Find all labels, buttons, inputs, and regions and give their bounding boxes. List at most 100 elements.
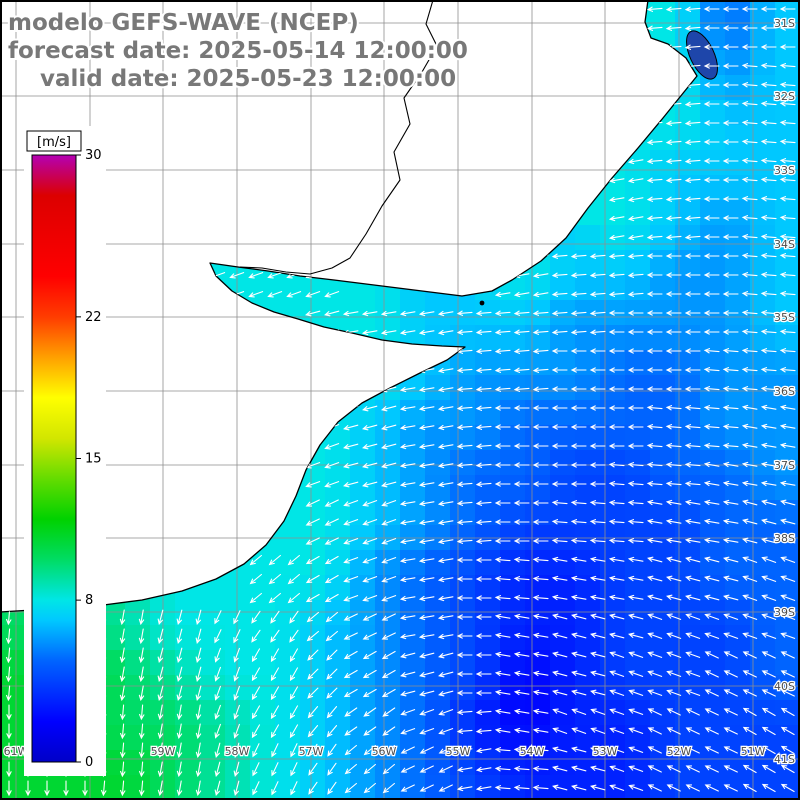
field-cell: [125, 675, 150, 700]
field-cell: [575, 500, 600, 525]
wind-arrows-path: [6, 6, 796, 797]
field-cell: [700, 200, 725, 225]
field-cell: [750, 250, 775, 275]
field-cell: [150, 650, 175, 675]
field-cell: [625, 550, 650, 575]
field-cell: [775, 725, 800, 750]
field-cell: [475, 725, 500, 750]
field-cell: [275, 550, 300, 575]
field-cell: [500, 525, 525, 550]
field-cell: [775, 700, 800, 725]
field-cell: [575, 625, 600, 650]
field-cell: [550, 675, 575, 700]
field-cell: [450, 375, 475, 400]
field-cell: [550, 600, 575, 625]
field-cell: [300, 600, 325, 625]
field-cell: [550, 250, 575, 275]
field-cell: [300, 275, 325, 300]
field-cell: [700, 775, 725, 800]
field-cell: [750, 275, 775, 300]
field-cell: [725, 200, 750, 225]
field-cell: [550, 750, 575, 775]
longitude-label: 61W: [4, 745, 29, 758]
field-cell: [375, 475, 400, 500]
field-cell: [775, 275, 800, 300]
field-cell: [625, 450, 650, 475]
field-cell: [0, 625, 25, 650]
longitude-label: 52W: [667, 745, 692, 758]
field-cell: [600, 600, 625, 625]
field-cell: [125, 775, 150, 800]
field-cell: [775, 0, 800, 25]
field-cell: [425, 400, 450, 425]
field-cell: [575, 400, 600, 425]
field-cell: [575, 225, 600, 250]
field-cell: [600, 250, 625, 275]
field-cell: [525, 450, 550, 475]
field-cell: [775, 50, 800, 75]
field-cell: [550, 325, 575, 350]
field-cell: [750, 550, 775, 575]
field-cell: [625, 675, 650, 700]
field-cell: [750, 350, 775, 375]
field-cell: [750, 200, 775, 225]
field-cell: [375, 400, 400, 425]
field-cell: [525, 325, 550, 350]
field-cell: [475, 550, 500, 575]
field-cell: [200, 725, 225, 750]
field-cell: [300, 550, 325, 575]
field-cell: [650, 475, 675, 500]
field-cell: [475, 525, 500, 550]
field-cell: [625, 175, 650, 200]
field-cell: [750, 0, 775, 25]
field-cell: [200, 775, 225, 800]
field-cell: [350, 675, 375, 700]
field-cell: [725, 275, 750, 300]
field-cell: [300, 525, 325, 550]
field-cell: [0, 700, 25, 725]
field-cell: [650, 200, 675, 225]
field-cell: [650, 525, 675, 550]
field-cell: [500, 500, 525, 525]
field-cell: [400, 725, 425, 750]
field-cell: [250, 575, 275, 600]
field-cell: [250, 625, 275, 650]
field-cell: [300, 650, 325, 675]
field-cell: [575, 675, 600, 700]
field-cell: [325, 775, 350, 800]
field-cell: [150, 700, 175, 725]
field-cell: [275, 775, 300, 800]
field-cell: [575, 700, 600, 725]
field-cell: [650, 550, 675, 575]
field-cell: [125, 700, 150, 725]
field-cell: [375, 525, 400, 550]
field-cell: [775, 450, 800, 475]
field-cell: [475, 625, 500, 650]
field-cell: [450, 625, 475, 650]
latitude-label: 32S: [774, 90, 795, 103]
coastal-lagoon: [686, 30, 718, 80]
field-cell: [525, 500, 550, 525]
field-cell: [125, 750, 150, 775]
field-cell: [700, 725, 725, 750]
field-cell: [775, 475, 800, 500]
field-cell: [650, 700, 675, 725]
field-cell: [700, 175, 725, 200]
field-cell: [425, 750, 450, 775]
colorbar-unit-label: [m/s]: [37, 135, 71, 150]
field-cell: [700, 525, 725, 550]
field-cell: [525, 600, 550, 625]
field-cell: [375, 300, 400, 325]
field-cell: [550, 275, 575, 300]
forecast-date: forecast date: 2025-05-14 12:00:00: [8, 38, 468, 64]
field-cell: [775, 600, 800, 625]
field-cell: [525, 550, 550, 575]
field-cell: [250, 775, 275, 800]
model-title: modelo GEFS-WAVE (NCEP): [8, 10, 359, 36]
field-cell: [400, 400, 425, 425]
field-cell: [575, 275, 600, 300]
field-cell: [625, 725, 650, 750]
country-border-river: [239, 0, 438, 275]
field-cell: [475, 450, 500, 475]
field-cell: [425, 600, 450, 625]
